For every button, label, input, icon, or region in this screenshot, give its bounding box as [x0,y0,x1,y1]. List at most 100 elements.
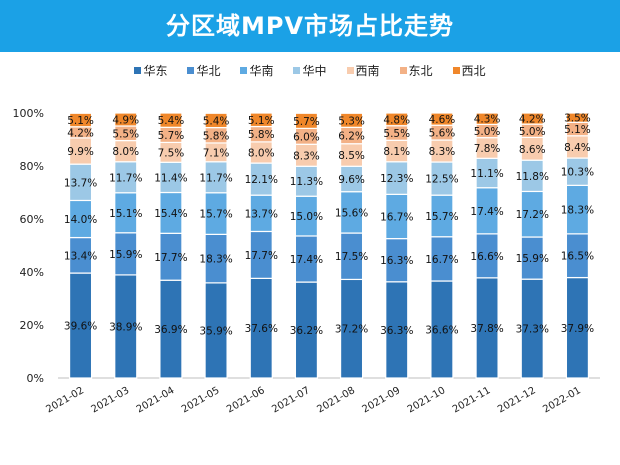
data-label: 38.9% [109,321,142,333]
data-label: 17.7% [154,252,187,264]
y-tick-label: 100% [13,107,44,120]
data-label: 17.4% [470,206,503,218]
x-tick-label: 2022-01 [541,385,583,415]
data-label: 16.7% [380,211,413,223]
legend-item: 西南 [346,62,380,79]
data-label: 11.3% [290,176,323,188]
data-label: 7.1% [203,147,230,159]
bar-segment [430,112,454,126]
y-tick-label: 0% [27,372,44,385]
data-label: 4.3% [474,114,501,126]
data-label: 4.8% [383,114,410,126]
y-tick-label: 60% [20,213,44,226]
data-label: 8.6% [519,144,546,156]
x-tick-label: 2021-05 [180,385,222,415]
legend-label: 东北 [408,64,433,78]
bar-segment [68,112,93,128]
data-label: 16.5% [561,251,594,263]
legend-swatch [240,67,248,74]
legend-label: 华北 [196,64,221,78]
data-label: 17.7% [245,250,278,262]
data-label: 16.6% [470,251,503,263]
data-label: 36.9% [154,324,187,336]
data-label: 5.7% [293,116,320,128]
data-label: 8.0% [248,147,275,159]
bar-segment [114,112,138,127]
data-label: 6.2% [338,131,365,143]
x-tick-label: 2021-09 [361,385,403,415]
data-label: 39.6% [64,321,97,333]
bar-segment [204,112,228,129]
bar-segment [294,112,319,129]
data-label: 5.5% [383,128,410,140]
data-label: 37.6% [245,323,278,335]
data-label: 5.0% [519,126,546,138]
data-label: 37.3% [516,324,549,336]
data-label: 5.1% [248,115,275,127]
legend-item: 东北 [399,62,433,79]
bar-segment [475,112,499,125]
data-label: 5.1% [564,124,591,136]
legend-swatch [293,67,301,74]
data-label: 7.5% [158,147,185,159]
data-label: 15.1% [109,208,142,220]
legend-swatch [346,67,354,74]
data-label: 12.3% [380,173,413,185]
legend-item: 华北 [187,62,220,79]
data-label: 8.4% [564,142,591,154]
data-label: 35.9% [199,325,232,337]
bar-segment [520,112,544,125]
data-label: 7.8% [474,143,501,155]
bar-segment [159,112,183,128]
chart-title: 分区域MPV市场占比走势 [0,0,620,52]
data-label: 18.3% [199,254,232,266]
x-tick-label: 2021-10 [406,385,448,415]
data-label: 5.6% [429,128,456,140]
bar-segment [565,112,590,123]
legend-label: 华东 [143,64,168,78]
data-label: 36.2% [290,325,323,337]
x-tick-label: 2021-08 [315,385,357,415]
x-tick-label: 2021-11 [451,385,493,415]
data-label: 37.9% [561,323,594,335]
legend-item: 西北 [452,62,486,79]
data-label: 17.4% [290,254,323,266]
data-label: 17.2% [516,209,549,221]
legend-label: 西南 [355,64,380,78]
data-label: 15.6% [335,207,368,219]
data-label: 4.9% [112,114,139,126]
data-label: 5.4% [203,115,230,127]
x-tick-label: 2021-07 [270,385,312,415]
data-label: 8.3% [429,146,456,158]
data-label: 37.2% [335,324,368,336]
y-tick-label: 20% [20,319,44,332]
data-label: 6.0% [293,131,320,143]
data-label: 15.7% [199,209,232,221]
legend-swatch [452,67,460,74]
data-label: 5.4% [158,115,185,127]
data-label: 3.5% [564,113,591,125]
y-tick-label: 40% [20,266,44,279]
data-label: 11.4% [154,172,187,184]
data-label: 5.7% [158,130,185,142]
data-label: 37.8% [470,323,503,335]
data-label: 8.3% [293,150,320,162]
data-label: 15.4% [154,208,187,220]
data-label: 4.6% [429,114,456,126]
legend-swatch [134,67,142,74]
data-label: 5.1% [67,115,94,127]
x-tick-label: 2021-12 [496,385,538,415]
data-label: 9.9% [67,146,94,158]
data-label: 5.0% [474,126,501,138]
data-label: 13.7% [245,208,278,220]
data-label: 14.0% [64,214,97,226]
data-label: 36.6% [425,325,458,337]
x-tick-label: 2021-02 [44,385,86,415]
bar-segment [385,112,409,127]
data-label: 5.8% [248,129,275,141]
data-label: 16.3% [380,255,413,267]
legend-label: 华中 [302,64,327,78]
data-label: 10.3% [561,167,594,179]
data-label: 36.3% [380,325,413,337]
data-label: 5.8% [203,130,230,142]
